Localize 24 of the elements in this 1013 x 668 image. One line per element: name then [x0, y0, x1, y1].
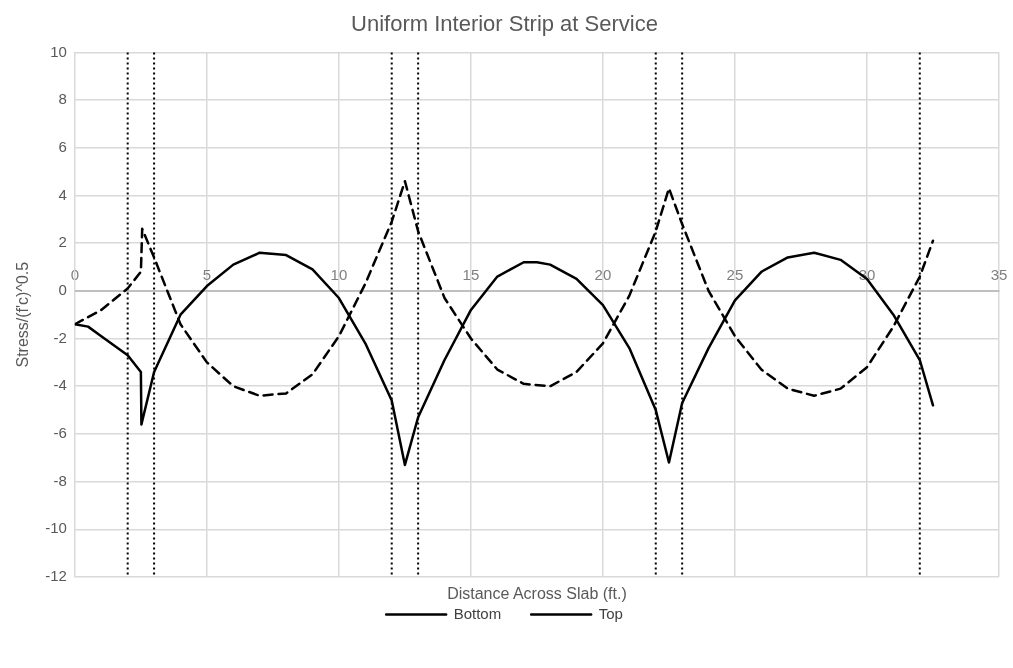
legend-label: Bottom — [453, 604, 502, 622]
y-tick-label: -10 — [45, 519, 67, 537]
y-tick-label: -6 — [53, 424, 67, 442]
y-tick-label: 6 — [58, 137, 67, 155]
x-tick-label: 20 — [594, 266, 612, 283]
y-tick-label: 0 — [58, 281, 67, 298]
y-tick-label: -12 — [45, 567, 67, 585]
x-tick-label: 25 — [726, 266, 744, 283]
y-tick-label: -8 — [53, 471, 67, 489]
chart-title: Uniform Interior Strip at Service — [351, 11, 658, 37]
y-tick-label: -2 — [53, 328, 67, 346]
y-tick-label: 4 — [58, 185, 67, 203]
y-tick-label: 2 — [58, 233, 67, 251]
x-axis-title: Distance Across Slab (ft.) — [447, 585, 627, 603]
y-axis-title: Stress/(f'c)^0.5 — [14, 261, 32, 368]
y-tick-label: -4 — [53, 376, 67, 394]
x-tick-label: 15 — [462, 266, 480, 283]
y-tick-label: 10 — [50, 42, 67, 60]
x-tick-label: 5 — [202, 266, 212, 283]
y-tick-label: 8 — [58, 90, 67, 108]
x-tick-label: 30 — [858, 266, 876, 283]
x-tick-label: 35 — [990, 266, 1008, 283]
x-tick-label: 10 — [330, 266, 348, 283]
legend-label: Top — [598, 604, 623, 622]
